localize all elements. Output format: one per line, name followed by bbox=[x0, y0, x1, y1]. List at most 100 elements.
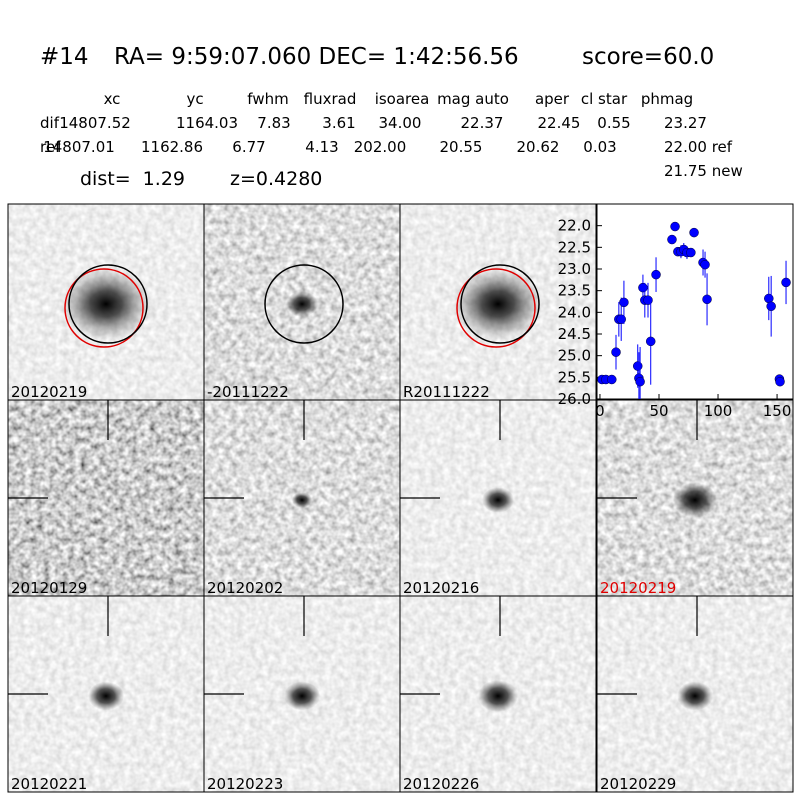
point bbox=[689, 227, 699, 238]
stamp-label: -20111222 bbox=[207, 383, 289, 401]
image-stamp: 20120221 bbox=[7, 595, 205, 793]
source-blob bbox=[478, 680, 518, 712]
column-header: xc bbox=[104, 90, 121, 108]
point bbox=[775, 376, 785, 387]
stamp-label: R20111222 bbox=[403, 383, 490, 401]
candidate-id: #14 bbox=[40, 44, 89, 70]
image-stamp: 20120216 bbox=[399, 399, 597, 597]
stamp-label: 20120129 bbox=[11, 579, 87, 597]
header: #14 RA= 9:59:07.060 DEC= 1:42:56.56 scor… bbox=[40, 44, 714, 190]
point bbox=[670, 221, 680, 232]
column-header: mag auto bbox=[437, 90, 509, 108]
column-header: isoarea bbox=[375, 90, 430, 108]
y-tick-label: 25.0 bbox=[558, 347, 591, 365]
coordinates: RA= 9:59:07.060 DEC= 1:42:56.56 bbox=[114, 44, 519, 70]
source-blob bbox=[60, 267, 152, 341]
stamp-label: 20120202 bbox=[207, 579, 283, 597]
y-tick-label: 25.5 bbox=[558, 368, 591, 386]
table-cell: 0.03 bbox=[583, 138, 616, 156]
image-stamp: 20120229 bbox=[596, 595, 794, 793]
x-tick-label: 50 bbox=[649, 402, 668, 420]
table-cell: 22.45 bbox=[538, 114, 581, 132]
dif-circle bbox=[68, 264, 148, 344]
point bbox=[667, 234, 677, 245]
redshift: z=0.4280 bbox=[230, 168, 322, 190]
source-blob bbox=[673, 482, 717, 518]
table-cell: 4.13 bbox=[305, 138, 338, 156]
image-stamp: 20120223 bbox=[203, 595, 401, 793]
table-cell: 202.00 bbox=[354, 138, 407, 156]
point bbox=[651, 269, 661, 280]
column-header: fluxrad bbox=[304, 90, 357, 108]
source-blob bbox=[284, 681, 320, 711]
data-points bbox=[597, 221, 791, 399]
table-cell: 0.55 bbox=[597, 114, 630, 132]
stamp-label: 20120219 bbox=[11, 383, 87, 401]
source-blob bbox=[482, 487, 514, 513]
point bbox=[619, 297, 629, 308]
table-cell: 3.61 bbox=[322, 114, 355, 132]
dif-circle bbox=[460, 264, 540, 344]
stamp-grid: 20120219 -20111222 R20111222 20120129 201202… bbox=[7, 203, 794, 793]
ref-circle bbox=[456, 268, 536, 348]
image-stamp: 20120219 bbox=[596, 399, 794, 597]
table-cell: 14807.52 bbox=[59, 114, 131, 132]
table-cell: 34.00 bbox=[379, 114, 422, 132]
point bbox=[686, 247, 696, 258]
y-tick-label: 24.0 bbox=[558, 303, 591, 321]
stamp-frame bbox=[399, 595, 597, 793]
y-tick-label: 22.0 bbox=[558, 217, 591, 235]
column-header: cl star bbox=[581, 90, 628, 108]
column-header: aper bbox=[535, 90, 570, 108]
y-tick-label: 23.5 bbox=[558, 282, 591, 300]
dif-circle bbox=[264, 264, 344, 344]
stamp-label: 20120226 bbox=[403, 775, 479, 793]
image-stamp: 20120202 bbox=[203, 399, 401, 597]
point bbox=[632, 361, 643, 371]
source-blob bbox=[88, 681, 124, 711]
distance: dist= 1.29 bbox=[80, 168, 185, 190]
table-cell: 20.55 bbox=[440, 138, 483, 156]
table-cell: 1162.86 bbox=[141, 138, 203, 156]
table-cell: 22.00 ref bbox=[664, 138, 733, 156]
x-tick-label: 0 bbox=[595, 402, 605, 420]
table-cell: 14807.01 bbox=[43, 138, 115, 156]
photometry-table: xc yc fwhm fluxrad isoarea mag auto aper cl sta… bbox=[40, 90, 743, 180]
point bbox=[645, 336, 656, 347]
stamp-label: 20120216 bbox=[403, 579, 479, 597]
image-stamp: -20111222 bbox=[203, 203, 401, 401]
y-tick-label: 22.5 bbox=[558, 238, 591, 256]
table-cell: 23.27 bbox=[664, 114, 707, 132]
point bbox=[638, 282, 648, 293]
score: score=60.0 bbox=[582, 44, 714, 70]
row-label: ref bbox=[40, 138, 61, 156]
stamp-label: 20120223 bbox=[207, 775, 283, 793]
point bbox=[611, 347, 621, 357]
image-stamp: 20120129 bbox=[7, 399, 205, 597]
stamp-label: 20120219 bbox=[600, 579, 676, 597]
row-label: dif bbox=[40, 114, 60, 132]
image-stamp: R20111222 bbox=[399, 203, 597, 401]
column-header: yc bbox=[186, 90, 203, 108]
point bbox=[607, 374, 617, 385]
point bbox=[700, 259, 710, 270]
point bbox=[781, 277, 791, 288]
image-stamp: 20120219 bbox=[7, 203, 205, 401]
table-cell: 22.37 bbox=[461, 114, 504, 132]
table-note: 21.75 new bbox=[664, 162, 743, 180]
point bbox=[635, 376, 645, 387]
stamp-label: 20120229 bbox=[600, 775, 676, 793]
x-tick-label: 150 bbox=[763, 402, 792, 420]
y-tick-label: 23.0 bbox=[558, 260, 591, 278]
column-header: phmag bbox=[641, 90, 693, 108]
source-blob bbox=[452, 267, 544, 341]
column-header: fwhm bbox=[247, 90, 288, 108]
point bbox=[766, 301, 776, 312]
source-blob bbox=[677, 681, 713, 711]
table-cell: 20.62 bbox=[517, 138, 560, 156]
stamp-label: 20120221 bbox=[11, 775, 87, 793]
y-tick-label: 24.5 bbox=[558, 325, 591, 343]
x-tick-label: 100 bbox=[704, 402, 733, 420]
table-cell: 7.83 bbox=[257, 114, 290, 132]
